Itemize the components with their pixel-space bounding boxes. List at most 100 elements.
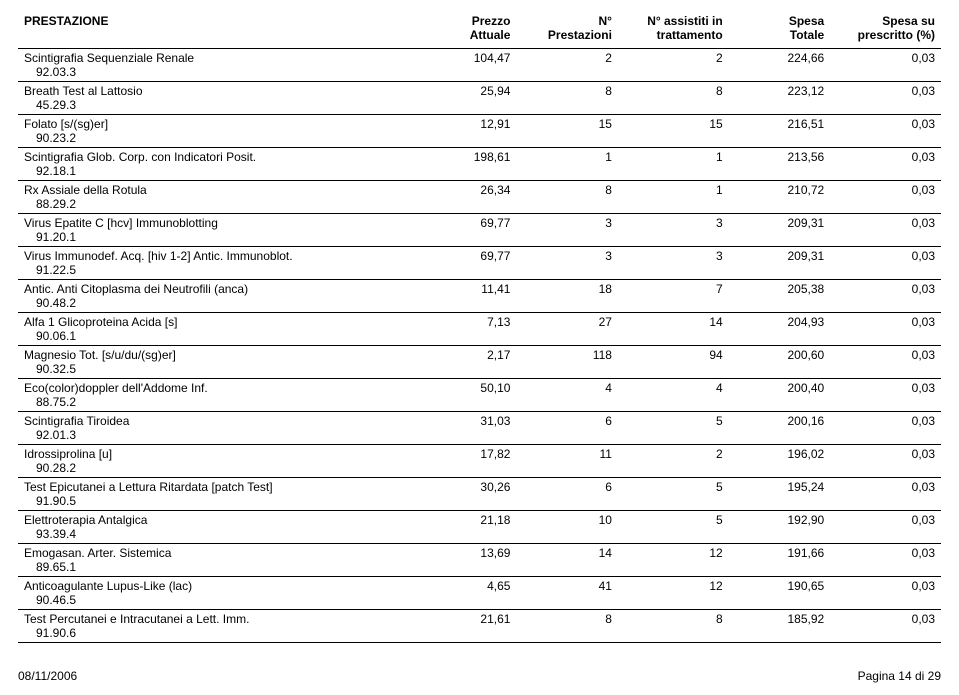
- footer-page: Pagina 14 di 29: [858, 669, 941, 683]
- prestazione-name: Scintigrafia Tiroidea: [18, 412, 424, 429]
- cell-value: 200,60: [729, 346, 831, 363]
- col-header-4: SpesaTotale: [729, 12, 831, 49]
- prestazione-code: 92.18.1: [18, 164, 424, 181]
- cell-value: 190,65: [729, 577, 831, 594]
- cell-value: 2: [516, 49, 618, 66]
- table-row: Folato [s/(sg)er]12,911515216,510,03: [18, 115, 941, 132]
- prestazione-name: Eco(color)doppler dell'Addome Inf.: [18, 379, 424, 396]
- prestazione-name: Folato [s/(sg)er]: [18, 115, 424, 132]
- cell-value: 25,94: [424, 82, 516, 99]
- prestazione-name: Emogasan. Arter. Sistemica: [18, 544, 424, 561]
- table-row: Scintigrafia Tiroidea31,0365200,160,03: [18, 412, 941, 429]
- prestazione-name: Rx Assiale della Rotula: [18, 181, 424, 198]
- cell-value: 5: [618, 511, 729, 528]
- table-row: Emogasan. Arter. Sistemica13,691412191,6…: [18, 544, 941, 561]
- cell-value: 0,03: [830, 379, 941, 396]
- cell-value: 0,03: [830, 478, 941, 495]
- prestazione-name: Antic. Anti Citoplasma dei Neutrofili (a…: [18, 280, 424, 297]
- cell-value: 185,92: [729, 610, 831, 627]
- col-header-1: PrezzoAttuale: [424, 12, 516, 49]
- prestazione-code: 88.29.2: [18, 197, 424, 214]
- cell-value: 3: [618, 247, 729, 264]
- prestazione-name: Anticoagulante Lupus-Like (lac): [18, 577, 424, 594]
- cell-value: 4,65: [424, 577, 516, 594]
- table-row-code: 45.29.3: [18, 98, 941, 115]
- cell-value: 192,90: [729, 511, 831, 528]
- table-row-code: 89.65.1: [18, 560, 941, 577]
- table-row-code: 90.48.2: [18, 296, 941, 313]
- cell-value: 1: [516, 148, 618, 165]
- table-row-code: 92.01.3: [18, 428, 941, 445]
- cell-value: 69,77: [424, 214, 516, 231]
- prestazione-code: 92.03.3: [18, 65, 424, 82]
- table-row-code: 91.90.6: [18, 626, 941, 643]
- cell-value: 2: [618, 445, 729, 462]
- prestazione-code: 90.28.2: [18, 461, 424, 478]
- table-row: Virus Epatite C [hcv] Immunoblotting69,7…: [18, 214, 941, 231]
- cell-value: 0,03: [830, 247, 941, 264]
- cell-value: 209,31: [729, 247, 831, 264]
- prestazione-code: 90.06.1: [18, 329, 424, 346]
- table-row-code: 90.28.2: [18, 461, 941, 478]
- cell-value: 13,69: [424, 544, 516, 561]
- prestazione-name: Scintigrafia Sequenziale Renale: [18, 49, 424, 66]
- prestazione-name: Test Percutanei e Intracutanei a Lett. I…: [18, 610, 424, 627]
- cell-value: 200,40: [729, 379, 831, 396]
- table-body: Scintigrafia Sequenziale Renale104,47222…: [18, 49, 941, 643]
- cell-value: 41: [516, 577, 618, 594]
- cell-value: 8: [516, 181, 618, 198]
- table-row: Scintigrafia Glob. Corp. con Indicatori …: [18, 148, 941, 165]
- table-row-code: 92.03.3: [18, 65, 941, 82]
- cell-value: 3: [516, 214, 618, 231]
- cell-value: 213,56: [729, 148, 831, 165]
- cell-value: 196,02: [729, 445, 831, 462]
- prestazione-code: 88.75.2: [18, 395, 424, 412]
- cell-value: 104,47: [424, 49, 516, 66]
- cell-value: 191,66: [729, 544, 831, 561]
- table-row: Alfa 1 Glicoproteina Acida [s]7,13271420…: [18, 313, 941, 330]
- cell-value: 27: [516, 313, 618, 330]
- cell-value: 12: [618, 577, 729, 594]
- cell-value: 6: [516, 478, 618, 495]
- prestazione-code: 91.90.5: [18, 494, 424, 511]
- cell-value: 1: [618, 181, 729, 198]
- table-row: Rx Assiale della Rotula26,3481210,720,03: [18, 181, 941, 198]
- table-row: Breath Test al Lattosio25,9488223,120,03: [18, 82, 941, 99]
- cell-value: 14: [618, 313, 729, 330]
- cell-value: 30,26: [424, 478, 516, 495]
- cell-value: 15: [618, 115, 729, 132]
- cell-value: 216,51: [729, 115, 831, 132]
- prestazione-name: Elettroterapia Antalgica: [18, 511, 424, 528]
- cell-value: 11,41: [424, 280, 516, 297]
- cell-value: 10: [516, 511, 618, 528]
- cell-value: 0,03: [830, 511, 941, 528]
- cell-value: 4: [618, 379, 729, 396]
- table-row: Test Percutanei e Intracutanei a Lett. I…: [18, 610, 941, 627]
- cell-value: 5: [618, 412, 729, 429]
- prestazione-code: 91.20.1: [18, 230, 424, 247]
- cell-value: 0,03: [830, 313, 941, 330]
- cell-value: 3: [516, 247, 618, 264]
- cell-value: 21,61: [424, 610, 516, 627]
- cell-value: 0,03: [830, 346, 941, 363]
- prestazione-code: 92.01.3: [18, 428, 424, 445]
- cell-value: 223,12: [729, 82, 831, 99]
- cell-value: 118: [516, 346, 618, 363]
- cell-value: 8: [618, 610, 729, 627]
- prestazione-name: Magnesio Tot. [s/u/du/(sg)er]: [18, 346, 424, 363]
- cell-value: 224,66: [729, 49, 831, 66]
- cell-value: 50,10: [424, 379, 516, 396]
- prestazione-code: 89.65.1: [18, 560, 424, 577]
- cell-value: 0,03: [830, 148, 941, 165]
- cell-value: 18: [516, 280, 618, 297]
- cell-value: 1: [618, 148, 729, 165]
- table-row-code: 90.32.5: [18, 362, 941, 379]
- cell-value: 0,03: [830, 412, 941, 429]
- cell-value: 7: [618, 280, 729, 297]
- cell-value: 2,17: [424, 346, 516, 363]
- col-header-3: N° assistiti intrattamento: [618, 12, 729, 49]
- table-row-code: 91.90.5: [18, 494, 941, 511]
- cell-value: 0,03: [830, 115, 941, 132]
- prestazione-name: Test Epicutanei a Lettura Ritardata [pat…: [18, 478, 424, 495]
- cell-value: 0,03: [830, 214, 941, 231]
